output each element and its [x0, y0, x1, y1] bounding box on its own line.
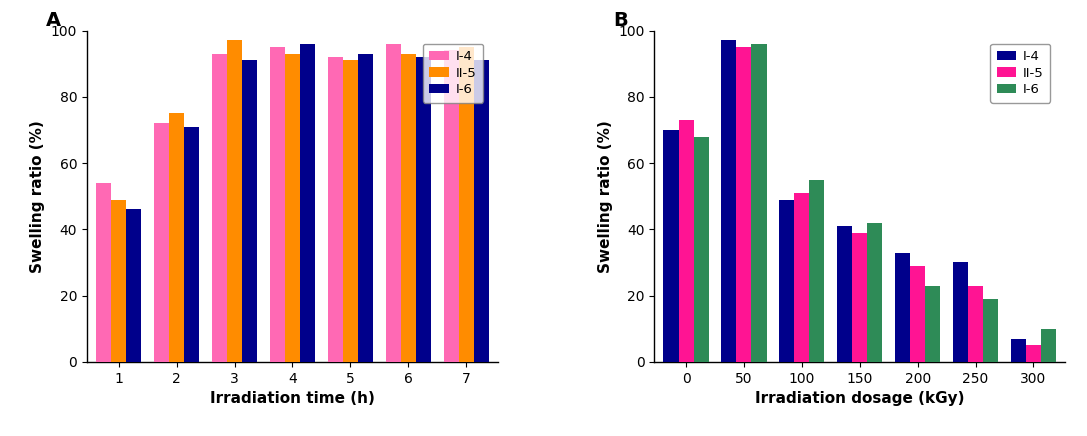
X-axis label: Irradiation time (h): Irradiation time (h) [210, 391, 375, 406]
Bar [751, 44, 766, 362]
Bar [328, 57, 342, 362]
Bar [810, 180, 824, 362]
Text: B: B [613, 10, 628, 30]
Bar [779, 200, 795, 362]
Legend: I-4, II-5, I-6: I-4, II-5, I-6 [990, 44, 1050, 102]
X-axis label: Irradiation dosage (kGy): Irradiation dosage (kGy) [755, 391, 964, 406]
Bar [227, 41, 242, 362]
Bar [837, 226, 852, 362]
Bar [736, 47, 751, 362]
Bar [795, 193, 810, 362]
Bar [386, 44, 401, 362]
Bar [459, 47, 474, 362]
Bar [852, 233, 867, 362]
Bar [1041, 329, 1055, 362]
Bar [212, 54, 227, 362]
Bar [1011, 339, 1026, 362]
Bar [663, 130, 678, 362]
Bar [474, 60, 489, 362]
Bar [170, 113, 184, 362]
Bar [867, 223, 883, 362]
Bar [722, 41, 736, 362]
Bar [242, 60, 258, 362]
Y-axis label: Swelling ratio (%): Swelling ratio (%) [598, 120, 613, 272]
Text: A: A [46, 10, 61, 30]
Bar [416, 57, 430, 362]
Bar [1026, 345, 1041, 362]
Bar [126, 209, 141, 362]
Bar [111, 200, 126, 362]
Bar [678, 120, 694, 362]
Bar [300, 44, 315, 362]
Bar [270, 47, 285, 362]
Legend: I-4, II-5, I-6: I-4, II-5, I-6 [423, 44, 484, 102]
Bar [925, 286, 940, 362]
Bar [342, 60, 358, 362]
Bar [285, 54, 300, 362]
Bar [184, 126, 199, 362]
Bar [895, 252, 910, 362]
Bar [401, 54, 416, 362]
Bar [969, 286, 983, 362]
Bar [97, 183, 111, 362]
Bar [983, 299, 998, 362]
Y-axis label: Swelling ratio (%): Swelling ratio (%) [30, 120, 46, 272]
Bar [154, 123, 170, 362]
Bar [358, 54, 373, 362]
Bar [910, 266, 925, 362]
Bar [953, 262, 969, 362]
Bar [443, 51, 459, 362]
Bar [694, 136, 709, 362]
